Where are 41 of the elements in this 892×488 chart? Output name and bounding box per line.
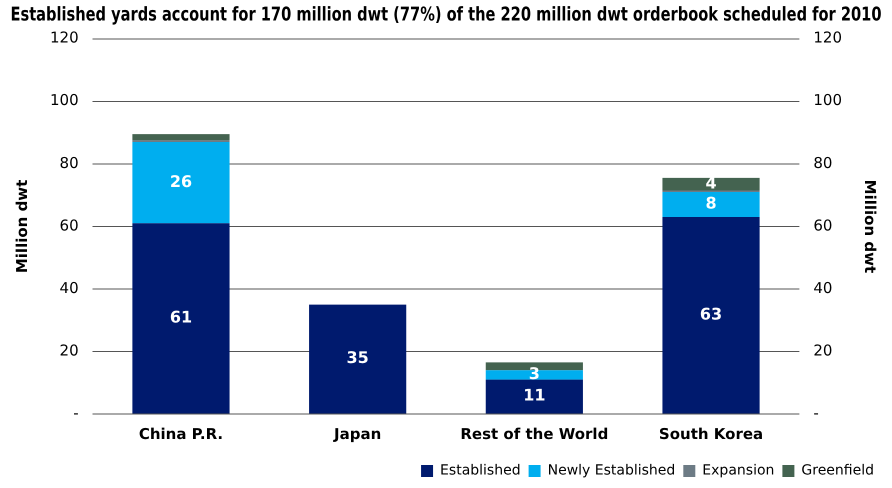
y2-tick-label: 20	[813, 341, 832, 360]
data-label: 35	[346, 348, 369, 368]
data-label: 4	[705, 173, 717, 192]
y-tick-label: 40	[60, 278, 79, 297]
y-tick-label: 120	[50, 28, 79, 47]
bar	[309, 304, 406, 414]
y2-tick-label: 60	[813, 216, 832, 234]
y2-tick-label: 40	[813, 278, 832, 297]
y2-tick-label: -	[813, 404, 819, 422]
x-tick-label: Japan	[333, 424, 382, 443]
bar	[662, 217, 760, 414]
data-label: 3	[528, 364, 540, 384]
bar	[132, 223, 230, 414]
y-tick-label: 100	[50, 91, 79, 110]
bar	[132, 142, 230, 224]
bar	[132, 134, 230, 140]
bar	[486, 380, 583, 414]
data-label: 61	[170, 308, 192, 327]
y2-tick-label: 100	[813, 91, 842, 110]
x-tick-label: China P.R.	[138, 424, 224, 443]
y2-tick-label: 80	[813, 154, 832, 172]
bar	[662, 178, 760, 190]
y2-axis-title: Million dwt	[861, 180, 880, 274]
data-label: 63	[700, 304, 722, 324]
y-axis-title: Million dwt	[12, 180, 31, 274]
y-tick-label: -	[73, 404, 79, 422]
y2-tick-label: 120	[813, 28, 842, 47]
data-label: 11	[523, 386, 546, 405]
legend-label: Established	[440, 462, 521, 479]
y-tick-label: 20	[60, 341, 79, 360]
legend-label: Expansion	[702, 462, 774, 479]
data-label: 8	[705, 194, 717, 213]
data-label: 26	[170, 172, 192, 191]
x-tick-label: Rest of the World	[460, 424, 608, 443]
legend-label: Newly Established	[548, 462, 676, 479]
y-tick-label: 80	[60, 154, 79, 172]
y-tick-label: 60	[60, 216, 79, 234]
chart-title: Established yards account for 170 million dwt (77%) of the 220 million dwt orderbook scheduled for 2010	[10, 2, 882, 25]
x-tick-label: South Korea	[658, 424, 764, 443]
bar	[662, 192, 760, 218]
legend-label: Greenfield	[801, 462, 874, 479]
